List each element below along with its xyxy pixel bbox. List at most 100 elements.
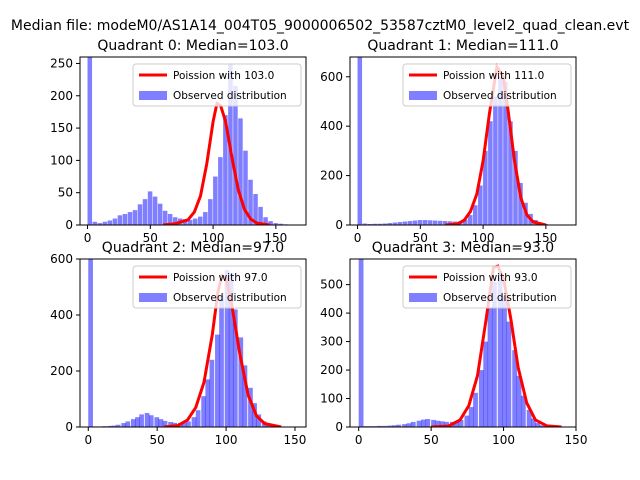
histogram-bar: [208, 199, 213, 225]
histogram-bar: [195, 410, 201, 427]
histogram-bar: [416, 420, 422, 427]
histogram-bar: [520, 395, 526, 427]
histogram-bar: [397, 222, 403, 225]
histogram-bar: [228, 273, 234, 427]
histogram-bar: [258, 206, 263, 225]
axes-frame: [79, 56, 307, 226]
quadrant-title: Quadrant 3: Median=93.0: [372, 240, 554, 256]
histogram-bar: [201, 396, 206, 427]
y-tick-label: 200: [50, 89, 73, 103]
legend-observed-label: Observed distribution: [173, 292, 287, 304]
plot-area: [357, 57, 558, 225]
legend-box: [402, 265, 572, 309]
histogram-bar: [154, 417, 160, 427]
x-tick-label: 0: [84, 231, 92, 245]
quadrant-1-plot: 0 50 100 150 0 200 400 600 Quadrant 1: Median=11…: [320, 38, 577, 245]
histogram-bar: [531, 418, 536, 427]
quadrant-title: Quadrant 1: Median=111.0: [367, 38, 558, 54]
histogram-bar: [213, 176, 218, 225]
legend-observed-label: Observed distribution: [443, 292, 557, 304]
histogram-bar: [162, 210, 168, 225]
histogram-bar: [147, 191, 153, 225]
histogram-bar: [526, 409, 532, 427]
histogram-bar: [107, 425, 113, 427]
histogram-bar: [442, 221, 448, 225]
x-tick-label: 50: [423, 433, 438, 447]
histogram-bar: [168, 421, 173, 427]
histogram-bar: [392, 425, 397, 427]
legend-observed-swatch: [409, 293, 437, 302]
histogram-bar: [218, 157, 223, 225]
histogram-bar: [256, 414, 262, 427]
axes-frame: [349, 258, 577, 428]
histogram-bar: [402, 221, 408, 225]
histogram-bar: [420, 419, 426, 427]
histogram-bar: [473, 205, 478, 225]
histogram-bar: [273, 223, 278, 225]
histogram-bar: [191, 417, 197, 427]
x-tick-label: 150: [264, 231, 287, 245]
histogram-bar: [102, 221, 108, 225]
x-tick-label: 0: [84, 433, 92, 447]
histogram-bar: [115, 424, 121, 427]
histogram-bar: [198, 216, 203, 225]
histogram-bar: [412, 220, 418, 225]
histogram-bar: [512, 350, 518, 427]
x-tick-label: 100: [492, 433, 515, 447]
histogram-bar: [454, 421, 460, 427]
y-tick-label: 100: [50, 153, 73, 167]
histogram-bar: [219, 295, 224, 427]
legend: Poission with 93.0 Observed distribution: [402, 265, 572, 309]
y-tick-label: 250: [50, 56, 73, 70]
histogram-bar: [358, 259, 364, 427]
histogram-bar: [263, 217, 268, 225]
x-tick-label: 150: [565, 433, 588, 447]
x-tick-label: 0: [354, 231, 362, 245]
y-tick-label: 50: [58, 186, 73, 200]
x-tick-label: 150: [534, 231, 557, 245]
y-tick-label: 600: [320, 70, 343, 84]
histogram-bar: [422, 220, 428, 225]
legend-observed-swatch: [139, 293, 167, 302]
histogram-bar: [483, 341, 489, 427]
legend-poisson-label: Poission with 111.0: [443, 70, 544, 82]
histogram-bar: [431, 419, 436, 427]
histogram-bar: [407, 221, 413, 225]
histogram-bar: [88, 259, 93, 427]
histogram-bar: [518, 183, 523, 225]
histogram-bar: [278, 223, 283, 225]
histogram-bar: [362, 223, 368, 225]
axes-frame: [79, 258, 307, 428]
histogram-bar: [387, 223, 393, 225]
y-tick-label: 0: [335, 218, 343, 232]
histogram-bar: [437, 220, 443, 225]
histogram-bar: [535, 423, 541, 427]
histogram-bar: [248, 387, 253, 427]
histogram-bar: [137, 204, 143, 225]
histogram-bar: [157, 203, 163, 225]
histogram-bar: [483, 150, 488, 225]
legend-observed-swatch: [409, 91, 437, 100]
legend-box: [132, 265, 302, 309]
histogram-bar: [215, 334, 220, 427]
histogram-bar: [193, 218, 198, 225]
y-tick-label: 400: [320, 306, 343, 320]
legend-poisson-label: Poission with 93.0: [443, 272, 538, 284]
histogram-bar: [357, 57, 363, 225]
y-tick-label: 300: [320, 335, 343, 349]
figure-suptitle: Median file: modeM0/AS1A14_004T05_900000…: [11, 18, 630, 34]
histogram-bar: [135, 417, 140, 427]
histogram-bar: [238, 337, 244, 427]
legend-poisson-label: Poission with 103.0: [173, 70, 274, 82]
y-tick-label: 0: [335, 420, 343, 434]
histogram-bar: [181, 422, 187, 427]
histogram-bar: [488, 121, 493, 225]
y-tick-label: 400: [320, 119, 343, 133]
histogram-bar: [473, 392, 478, 427]
y-tick-label: 0: [65, 218, 73, 232]
axes-frame: [349, 56, 577, 226]
histogram-bar: [205, 379, 211, 427]
histogram-bar: [97, 223, 103, 225]
histogram-bar: [87, 57, 93, 225]
histogram-bar: [478, 185, 483, 225]
